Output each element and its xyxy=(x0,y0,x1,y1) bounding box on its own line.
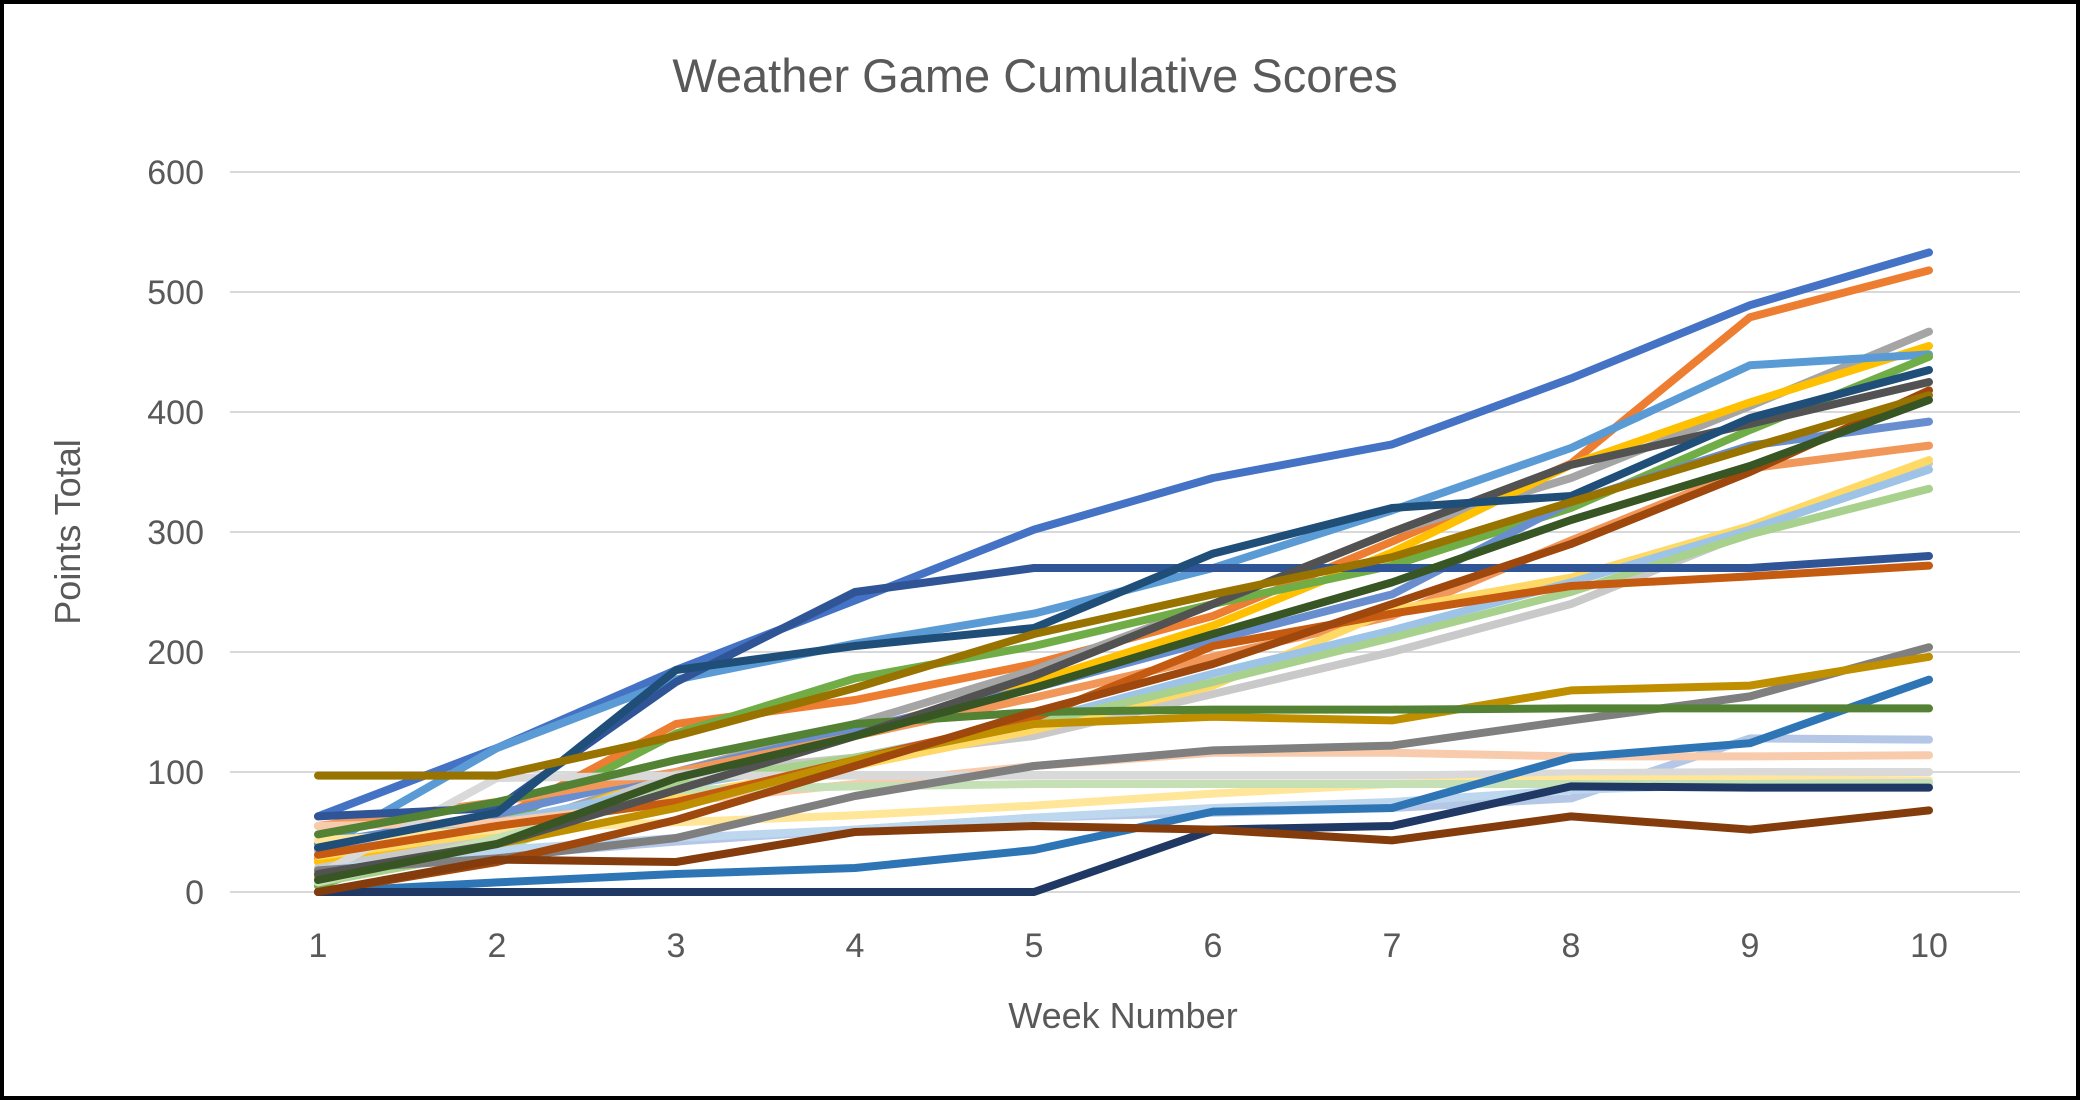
x-tick-label: 3 xyxy=(667,927,686,965)
y-axis-tick-labels: 0 100 200 300 400 500 600 xyxy=(147,154,204,912)
series-line xyxy=(314,366,1933,852)
y-tick-label: 200 xyxy=(147,634,204,672)
series-line xyxy=(314,378,1933,878)
chart-title: Weather Game Cumulative Scores xyxy=(672,49,1397,102)
y-tick-label: 500 xyxy=(147,274,204,312)
series-line xyxy=(314,248,1933,821)
series-line xyxy=(314,768,1933,880)
series-line xyxy=(314,396,1933,884)
x-tick-label: 8 xyxy=(1562,927,1581,965)
series-lines-group xyxy=(314,248,1933,896)
x-tick-label: 2 xyxy=(488,927,507,965)
x-tick-label: 10 xyxy=(1910,927,1948,965)
series-line xyxy=(314,806,1933,896)
series-line xyxy=(314,386,1933,896)
y-axis-title: Points Total xyxy=(47,439,88,624)
series-line xyxy=(314,652,1933,881)
x-tick-label: 9 xyxy=(1741,927,1760,965)
y-tick-label: 400 xyxy=(147,394,204,432)
x-axis-title: Week Number xyxy=(1008,995,1237,1036)
y-tick-label: 600 xyxy=(147,154,204,192)
x-tick-label: 6 xyxy=(1204,927,1223,965)
y-tick-label: 300 xyxy=(147,514,204,552)
x-axis-tick-labels: 1 2 3 4 5 6 7 8 9 10 xyxy=(309,927,1948,965)
line-chart: 0 100 200 300 400 500 600 1 2 3 4 5 6 7 8 9 10 Weather … xyxy=(47,49,2020,1036)
y-tick-label: 0 xyxy=(185,874,204,912)
series-line xyxy=(314,704,1933,839)
y-tick-label: 100 xyxy=(147,754,204,792)
x-tick-label: 7 xyxy=(1383,927,1402,965)
x-tick-label: 1 xyxy=(309,927,328,965)
series-line xyxy=(314,391,1933,780)
x-tick-label: 4 xyxy=(846,927,865,965)
x-tick-label: 5 xyxy=(1025,927,1044,965)
series-line xyxy=(314,782,1933,896)
series-line xyxy=(314,465,1933,854)
